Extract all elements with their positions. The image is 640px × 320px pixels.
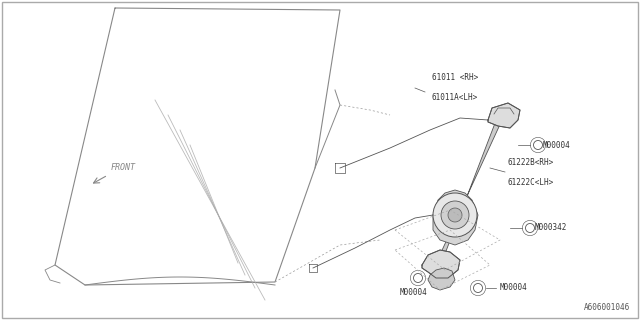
Circle shape [534,140,543,149]
Text: M00004: M00004 [500,284,528,292]
Text: A606001046: A606001046 [584,303,630,312]
Polygon shape [488,103,520,128]
Text: M000342: M000342 [535,223,568,233]
Circle shape [448,208,462,222]
Circle shape [441,201,469,229]
Text: FRONT: FRONT [111,163,136,172]
Text: M00004: M00004 [399,288,427,297]
Polygon shape [422,250,460,278]
Circle shape [413,274,422,283]
Polygon shape [433,190,478,245]
Polygon shape [428,268,455,290]
Circle shape [433,193,477,237]
Text: M00004: M00004 [543,140,571,149]
Polygon shape [432,118,503,272]
Text: 61011A<LH>: 61011A<LH> [432,93,478,102]
Circle shape [525,223,534,233]
Text: 61011 <RH>: 61011 <RH> [432,73,478,82]
Text: 61222B<RH>: 61222B<RH> [508,158,554,167]
Text: 61222C<LH>: 61222C<LH> [508,178,554,187]
Circle shape [474,284,483,292]
